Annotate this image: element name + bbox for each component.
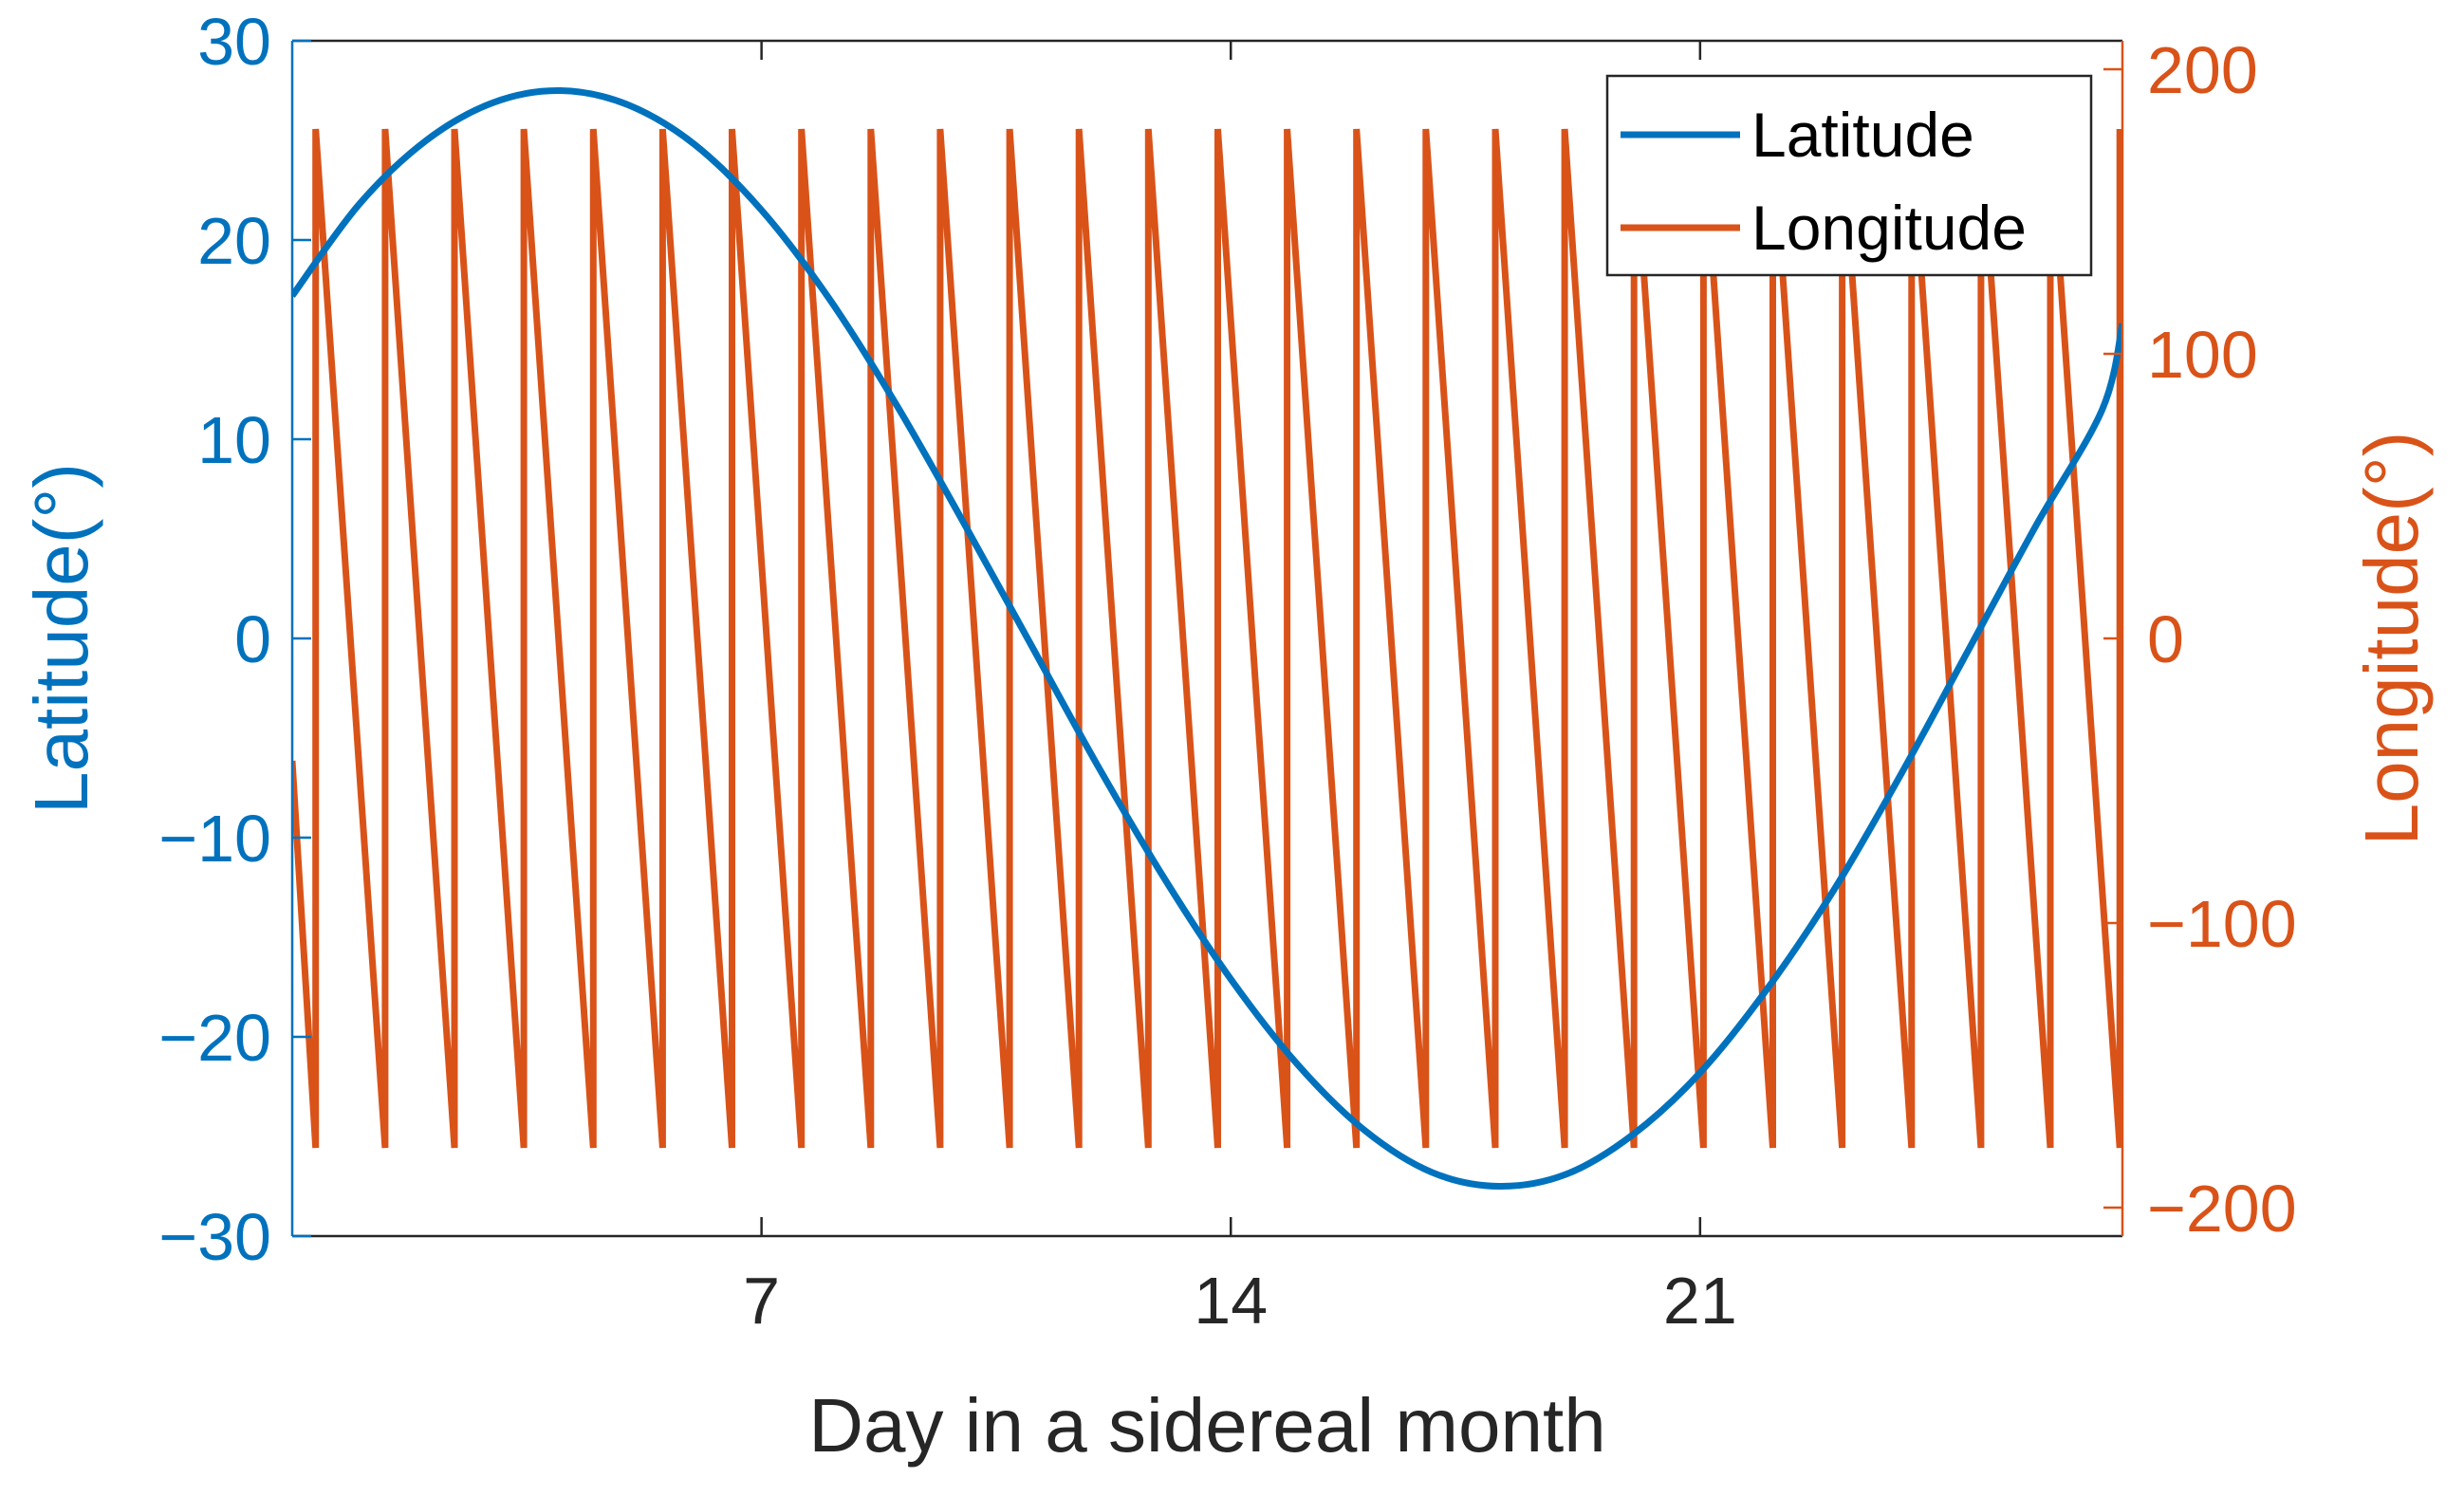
left-y-axis-title: Latitude(°) <box>19 463 103 814</box>
x-tick-label: 21 <box>1663 1264 1737 1338</box>
right-y-tick-label: −100 <box>2147 887 2297 961</box>
right-y-axis-title: Longitude(°) <box>2349 432 2434 846</box>
x-tick-label: 7 <box>743 1264 780 1338</box>
axes: 7 14 21−30−20−100102030−200−1000100200Day … <box>19 5 2434 1468</box>
left-y-tick-label: −10 <box>158 802 271 876</box>
right-y-tick-label: 100 <box>2147 318 2258 392</box>
latitude-series-line <box>292 86 2122 1191</box>
legend-box <box>1605 74 2093 277</box>
legend-label-latitude: Latitude <box>1751 100 1974 170</box>
left-y-tick-label: −20 <box>158 1001 271 1075</box>
legend[interactable]: Latitude Longitude <box>1605 74 2093 277</box>
x-axis-title: Day in a sidereal month <box>808 1383 1605 1468</box>
right-y-tick-label: −200 <box>2147 1172 2297 1246</box>
left-y-tick-label: −30 <box>158 1200 271 1274</box>
series-layer <box>292 86 2122 1191</box>
left-y-tick-label: 10 <box>197 403 271 477</box>
left-y-tick-label: 0 <box>234 602 271 676</box>
left-y-tick-label: 30 <box>197 5 271 79</box>
left-y-tick-label: 20 <box>197 204 271 278</box>
legend-label-longitude: Longitude <box>1751 193 2027 263</box>
x-tick-label: 14 <box>1194 1264 1268 1338</box>
longitude-series-line <box>292 128 2122 1149</box>
right-y-tick-label: 200 <box>2147 33 2258 107</box>
right-y-tick-label: 0 <box>2147 602 2184 676</box>
